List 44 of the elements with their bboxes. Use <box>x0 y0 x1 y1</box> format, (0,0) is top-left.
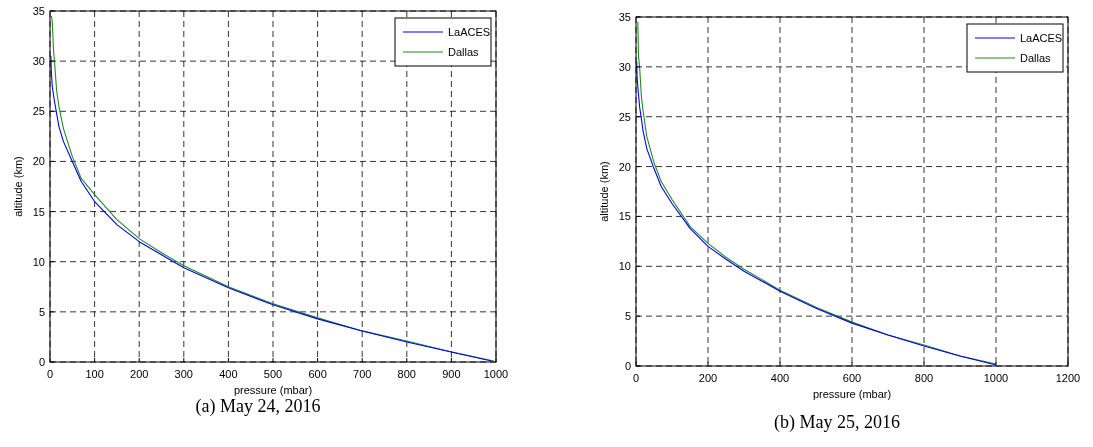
y-tick-label: 35 <box>32 5 45 17</box>
y-tick-label: 5 <box>624 310 631 323</box>
y-tick-label: 0 <box>624 360 631 372</box>
text: (a) May 24, 2016 <box>195 396 321 417</box>
x-tick-label: 400 <box>219 368 238 380</box>
legend-label: Dallas <box>448 46 480 58</box>
x-tick-label: 1000 <box>483 368 509 380</box>
x-tick-label: 0 <box>632 372 640 384</box>
y-tick-label: 10 <box>618 260 631 273</box>
y-tick-label: 25 <box>32 105 45 118</box>
x-axis-title: pressure (mbar) <box>233 384 313 396</box>
y-tick-label: 30 <box>32 55 45 68</box>
y-tick-label: 35 <box>618 11 631 23</box>
x-tick-label: 800 <box>397 368 416 380</box>
y-tick-label: 15 <box>32 205 45 218</box>
x-tick-label: 700 <box>353 368 372 380</box>
x-tick-label: 1000 <box>983 372 1009 384</box>
x-tick-label: 800 <box>914 372 934 384</box>
x-axis-title: pressure (mbar) <box>812 388 892 400</box>
x-tick-label: 600 <box>842 372 862 384</box>
x-tick-label: 1200 <box>1055 372 1081 384</box>
legend-label: LaACES <box>448 26 491 38</box>
x-tick-label: 200 <box>698 372 718 384</box>
y-tick-label: 0 <box>38 356 45 368</box>
y-tick-label: 5 <box>38 305 45 318</box>
y-tick-label: 20 <box>32 155 45 168</box>
x-tick-label: 600 <box>308 368 327 380</box>
y-tick-label: 10 <box>32 255 45 268</box>
y-tick-label: 30 <box>618 60 631 73</box>
x-tick-label: 100 <box>85 368 104 380</box>
x-tick-label: 400 <box>770 372 790 384</box>
x-tick-label: 200 <box>130 368 149 380</box>
y-tick-label: 15 <box>618 210 631 223</box>
legend-label: LaACES <box>1020 32 1063 44</box>
x-tick-label: 0 <box>46 368 54 380</box>
text: (b) May 25, 2016 <box>774 412 900 433</box>
y-axis-title: altitude (km) <box>598 161 610 222</box>
y-tick-label: 20 <box>618 160 631 173</box>
y-tick-label: 25 <box>618 110 631 123</box>
x-tick-label: 900 <box>442 368 461 380</box>
x-tick-label: 300 <box>174 368 193 380</box>
y-axis-title: altitude (km) <box>12 156 24 217</box>
x-tick-label: 500 <box>263 368 283 380</box>
legend-label: Dallas <box>1020 52 1052 64</box>
